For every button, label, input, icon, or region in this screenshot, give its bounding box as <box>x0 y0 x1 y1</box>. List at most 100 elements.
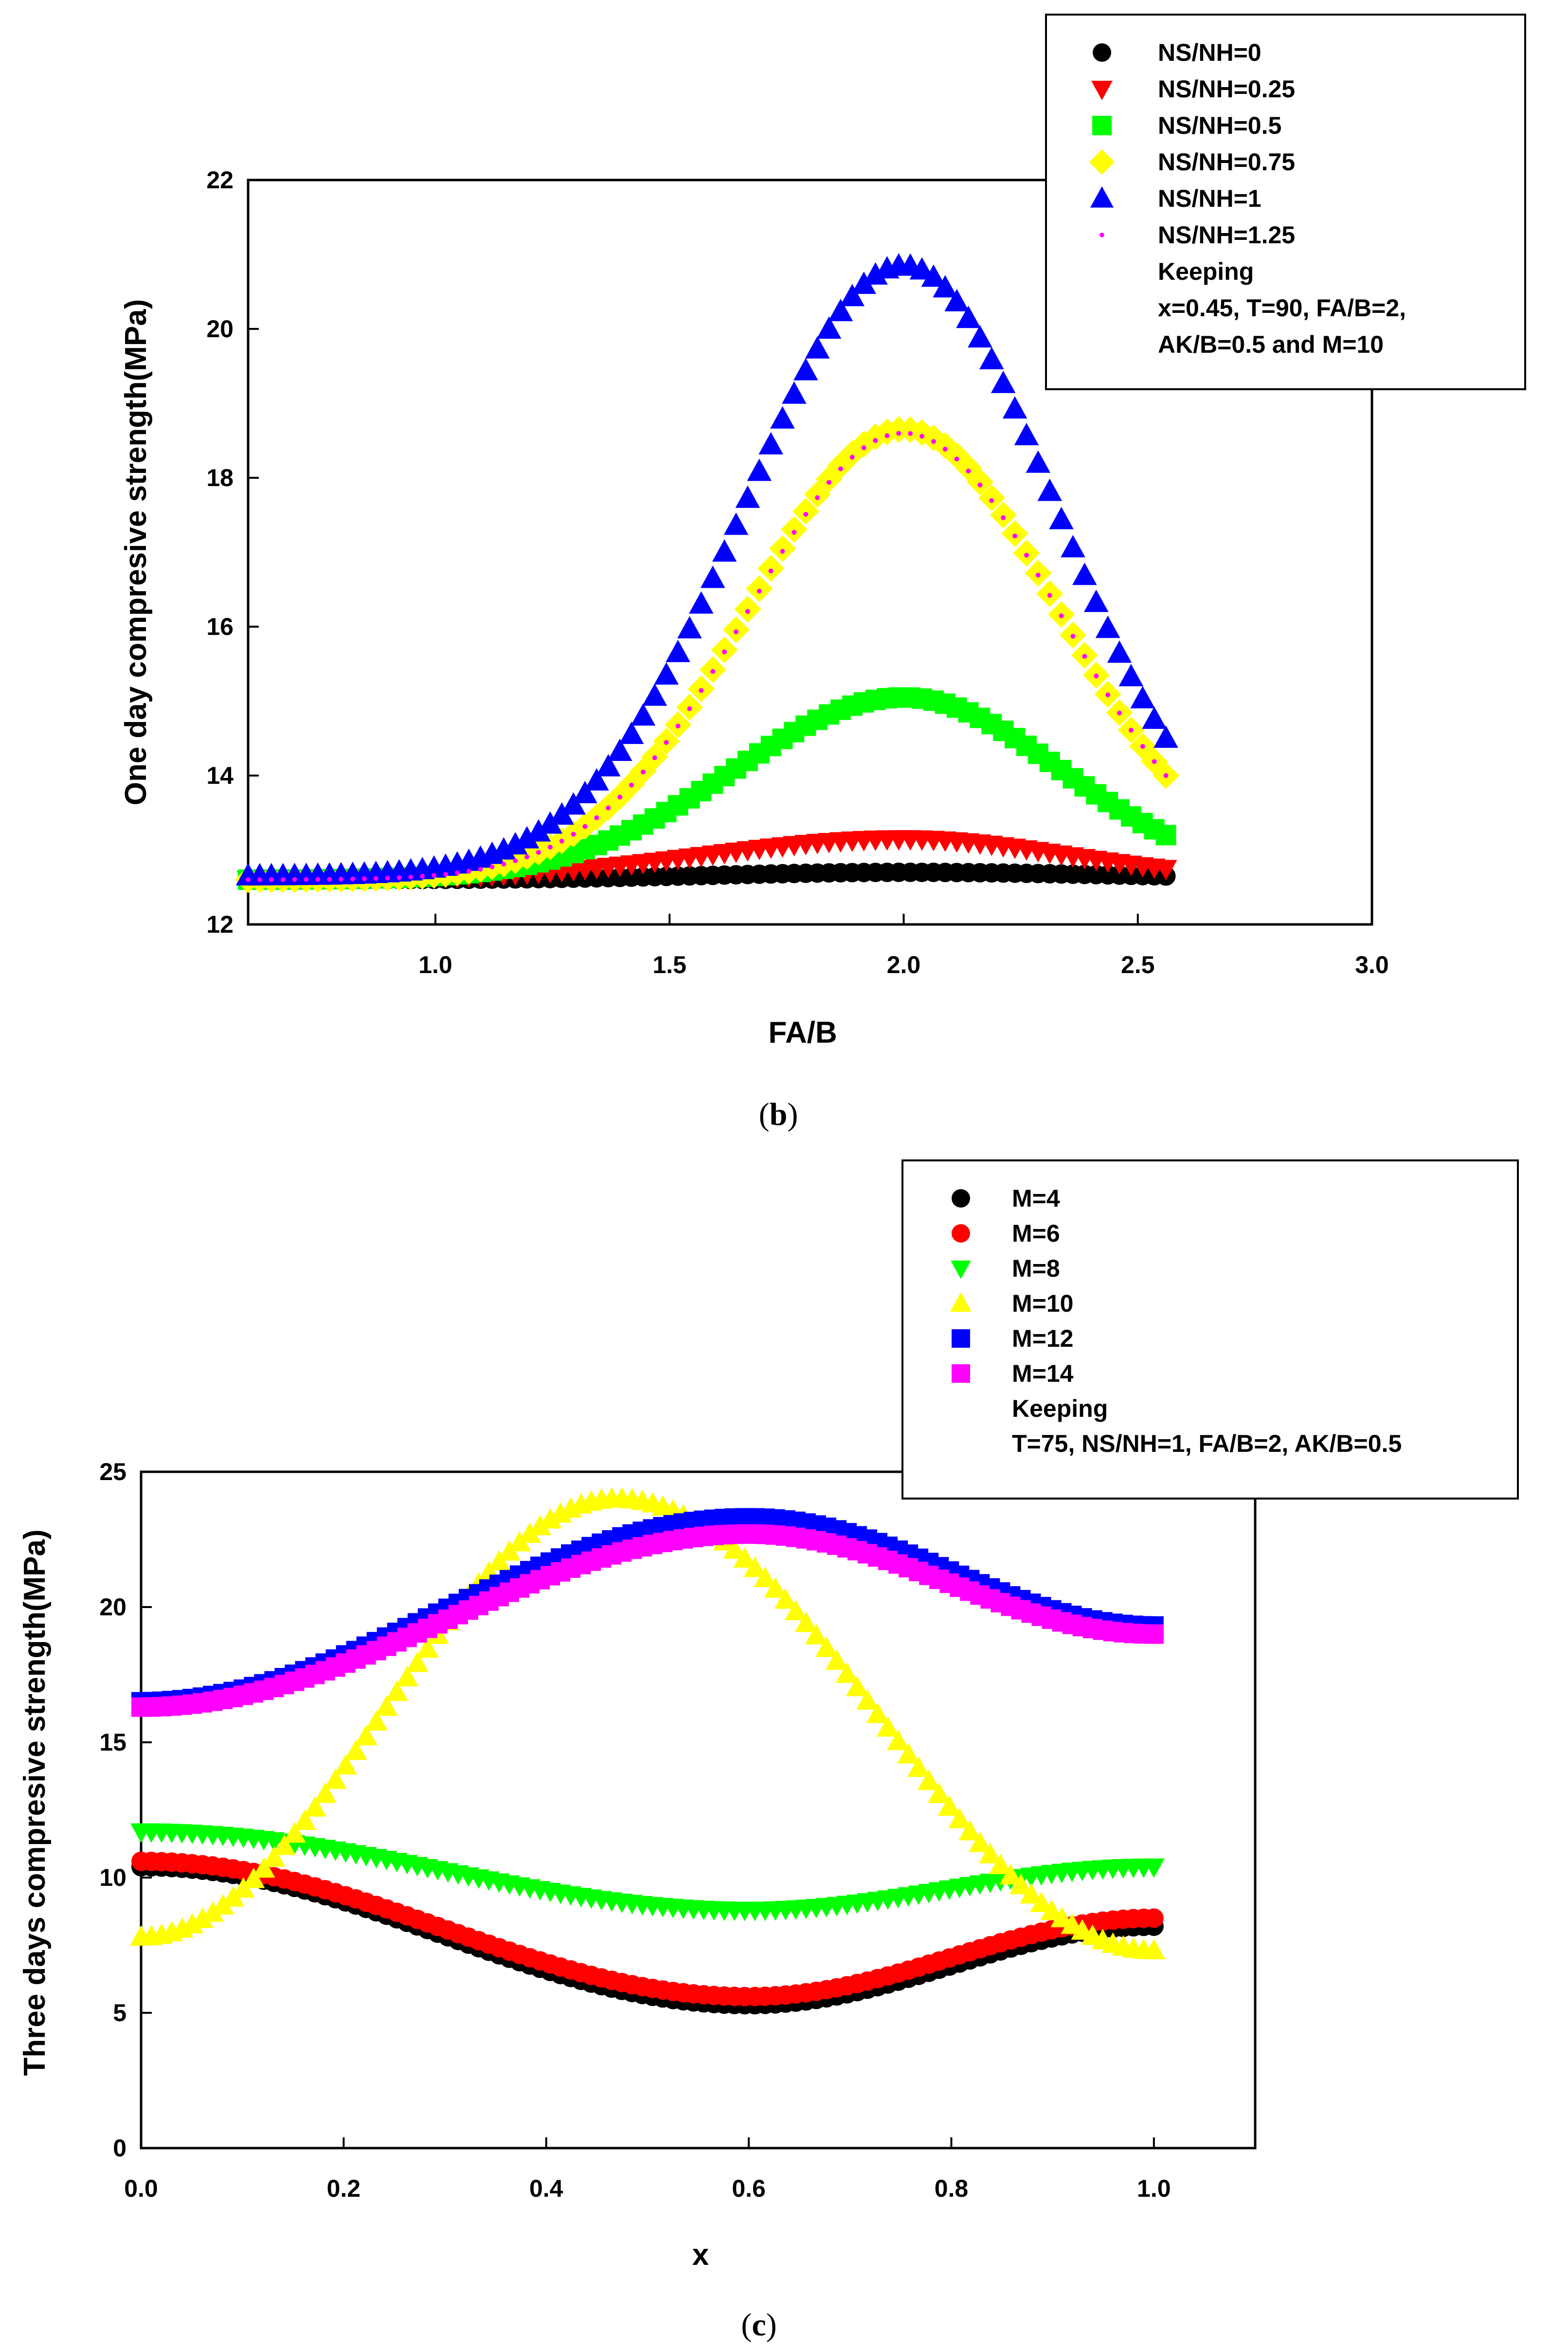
c-ytick-label-5: 25 <box>99 1458 126 1485</box>
b-point-4-35 <box>642 683 667 706</box>
b-point-5-56 <box>896 431 901 436</box>
c-point-3-17 <box>304 1796 326 1817</box>
c-legend-marker-3 <box>950 1292 972 1312</box>
b-series-4 <box>235 253 1178 886</box>
c-point-3-7 <box>201 1901 224 1922</box>
c-legend-marker-1 <box>952 1224 970 1243</box>
b-point-5-70 <box>1059 613 1064 618</box>
caption-b: (b) <box>759 1097 798 1132</box>
b-point-4-69 <box>1037 478 1063 501</box>
b-point-5-35 <box>652 755 657 760</box>
b-point-5-52 <box>849 454 855 460</box>
c-ytick-label-3: 15 <box>99 1729 126 1756</box>
b-point-5-41 <box>722 649 727 654</box>
b-point-5-65 <box>1001 515 1006 520</box>
c-ytick-label-4: 20 <box>99 1593 126 1621</box>
c-xtick-label-5: 1.0 <box>1137 2175 1171 2202</box>
c-point-3-89 <box>1040 1899 1063 1920</box>
c-point-3-78 <box>928 1782 951 1803</box>
legend-label-c-2: M=8 <box>1012 1255 1060 1282</box>
c-legend-marker-5 <box>952 1364 970 1383</box>
b-legend-marker-3 <box>1089 149 1115 175</box>
c-xtick-label-0: 0.0 <box>124 2175 158 2202</box>
b-point-4-73 <box>1083 589 1109 612</box>
b-point-5-73 <box>1094 673 1099 679</box>
c-xtick-label-2: 0.4 <box>529 2175 563 2202</box>
c-point-1-99 <box>1144 1908 1164 1928</box>
b-point-5-50 <box>827 480 831 485</box>
c-point-3-28 <box>416 1637 439 1658</box>
b-point-3-63 <box>966 469 993 496</box>
b-point-5-40 <box>710 669 716 674</box>
c-point-3-27 <box>406 1651 429 1672</box>
c-point-3-39 <box>529 1515 552 1536</box>
c-point-3-22 <box>355 1725 378 1746</box>
c-point-3-24 <box>375 1695 398 1716</box>
b-point-5-58 <box>919 434 924 439</box>
b-point-4-52 <box>840 284 865 307</box>
b-series-5 <box>246 431 1169 883</box>
legend-label-c-1: M=6 <box>1012 1220 1060 1247</box>
legend-label-c-3: M=10 <box>1012 1290 1073 1317</box>
b-point-5-64 <box>989 498 994 503</box>
c-point-3-79 <box>938 1795 961 1816</box>
b-point-3-65 <box>990 502 1017 529</box>
b-point-5-22 <box>501 862 506 867</box>
b-point-4-28 <box>561 792 586 815</box>
b-point-4-50 <box>816 316 842 339</box>
legend-label-c-5: M=14 <box>1012 1360 1074 1387</box>
c-point-3-40 <box>539 1508 562 1529</box>
y-ticks-c: 0 5 10 15 20 25 <box>99 1458 152 2162</box>
caption-c: (c) <box>741 2307 776 2343</box>
c-point-3-25 <box>385 1681 408 1701</box>
c-point-3-74 <box>887 1730 910 1751</box>
c-point-3-72 <box>866 1702 889 1723</box>
b-point-4-77 <box>1130 686 1155 708</box>
b-point-5-36 <box>664 740 669 745</box>
b-point-5-29 <box>582 824 588 829</box>
c-point-3-68 <box>825 1649 848 1670</box>
b-xtick-label-2: 2.0 <box>887 951 921 978</box>
b-point-4-34 <box>631 703 656 726</box>
b-point-4-46 <box>770 406 795 429</box>
c-legend-marker-2 <box>951 1260 971 1279</box>
b-point-4-54 <box>863 262 888 285</box>
b-legend-marker-1 <box>1091 81 1113 100</box>
y-ticks-b: 12 14 16 18 20 22 <box>206 166 259 938</box>
c-point-3-75 <box>897 1743 920 1764</box>
c-point-3-83 <box>979 1843 1002 1863</box>
c-point-3-20 <box>334 1754 357 1775</box>
legend-label-c-0: M=4 <box>1012 1185 1060 1212</box>
c-point-3-59 <box>733 1547 756 1568</box>
legend-note-c-0: Keeping <box>1012 1395 1108 1422</box>
legend-label-b-4: NS/NH=1 <box>1158 185 1262 212</box>
b-point-4-65 <box>991 370 1016 393</box>
b-point-5-71 <box>1070 633 1076 639</box>
c-point-3-77 <box>918 1770 940 1790</box>
panel-c: 0 5 10 15 20 25 0.0 0.2 0.4 0.6 0.8 1.0 Three days… <box>18 1159 1519 2343</box>
b-point-5-20 <box>478 867 483 872</box>
legend-label-b-5: NS/NH=1.25 <box>1158 221 1295 249</box>
c-ytick-label-2: 10 <box>99 1864 126 1891</box>
b-legend-marker-0 <box>1093 43 1111 62</box>
b-xtick-label-0: 1.0 <box>418 951 452 978</box>
c-point-3-87 <box>1020 1883 1043 1904</box>
b-point-4-33 <box>619 722 644 744</box>
b-point-4-51 <box>828 299 853 322</box>
b-point-5-57 <box>908 431 913 436</box>
b-point-5-53 <box>861 445 866 451</box>
b-point-5-28 <box>571 832 576 837</box>
b-point-4-39 <box>689 591 714 614</box>
series-c <box>129 1487 1165 2015</box>
b-point-5-30 <box>594 815 599 820</box>
b-point-5-14 <box>408 874 414 880</box>
b-point-4-37 <box>666 639 690 662</box>
b-point-5-25 <box>536 850 541 855</box>
c-point-3-19 <box>324 1768 347 1789</box>
b-point-5-7 <box>327 877 332 882</box>
b-point-3-48 <box>792 498 819 525</box>
b-legend-marker-5 <box>1099 233 1104 237</box>
b-legend-marker-2 <box>1092 116 1112 135</box>
b-point-5-27 <box>559 838 564 844</box>
c-series-5 <box>131 1524 1164 1717</box>
